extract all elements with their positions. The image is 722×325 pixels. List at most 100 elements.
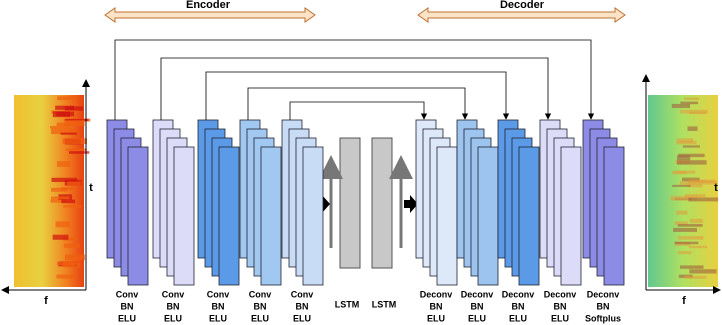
texture (63, 262, 81, 268)
texture (678, 153, 705, 158)
feature-map (560, 146, 582, 286)
feature-map (436, 146, 458, 286)
texture (51, 177, 78, 182)
encoder-span (104, 7, 316, 23)
texture (56, 111, 75, 117)
feature-map (302, 146, 324, 286)
decoder-label: Decoder (500, 0, 545, 11)
feature-map (173, 146, 195, 286)
texture (677, 223, 703, 227)
texture (51, 128, 77, 135)
texture (67, 181, 81, 186)
texture (60, 132, 77, 135)
texture (676, 210, 688, 215)
texture (684, 194, 706, 198)
skip-connection (205, 71, 510, 120)
layer-stack (197, 119, 240, 286)
layer-label: Conv (249, 289, 272, 299)
skip-connection (247, 87, 469, 120)
texture (63, 237, 77, 241)
texture (670, 195, 698, 201)
texture (56, 122, 71, 126)
layer-label: Deconv (544, 289, 577, 299)
texture (677, 138, 694, 143)
layer-stack (456, 119, 499, 286)
layer-label: ELU (118, 313, 136, 323)
layer-label: Deconv (587, 289, 620, 299)
layer-label: Conv (207, 289, 230, 299)
texture (51, 187, 67, 192)
texture (677, 160, 707, 165)
skip-connection (114, 39, 595, 120)
texture (684, 275, 707, 279)
layer-label: BN (597, 301, 610, 311)
layer-label: Deconv (461, 289, 494, 299)
texture (680, 109, 708, 114)
lstm-label: LSTM (335, 299, 360, 309)
texture (676, 140, 697, 145)
texture (688, 197, 719, 202)
texture (68, 151, 90, 154)
layer-label: BN (167, 301, 180, 311)
texture (64, 120, 85, 127)
texture (689, 269, 717, 274)
texture (61, 187, 75, 191)
texture (63, 205, 83, 208)
texture (684, 97, 700, 100)
texture (62, 138, 87, 145)
layer-label: BN (212, 301, 225, 311)
layer-label: BN (121, 301, 134, 311)
texture (65, 254, 86, 261)
layer-label: ELU (164, 313, 182, 323)
layer-label: ELU (251, 313, 269, 323)
texture (682, 177, 700, 182)
output-spectrogram (648, 95, 718, 287)
texture (57, 96, 78, 101)
output-t-label: t (714, 182, 718, 194)
texture (64, 118, 89, 122)
lstm-block (371, 137, 393, 269)
layer-stack (106, 119, 149, 286)
layer-label: BN (296, 301, 309, 311)
feature-map (127, 146, 149, 286)
texture (677, 236, 704, 240)
layer-label: Deconv (502, 289, 535, 299)
layer-stack (281, 119, 324, 286)
texture (50, 199, 68, 203)
feature-map (477, 146, 499, 286)
input-f-label: f (44, 295, 48, 307)
skip-connection (289, 101, 428, 120)
lstm-label: LSTM (372, 299, 397, 309)
decoder-span (417, 7, 626, 23)
texture (688, 111, 706, 115)
layer-label: Softplus (585, 313, 621, 323)
layer-stack (539, 119, 582, 286)
skip-connection (160, 57, 552, 120)
feature-map (518, 146, 540, 286)
layer-label: BN (512, 301, 525, 311)
input-t-label: t (89, 182, 93, 194)
feature-map (603, 146, 625, 286)
texture (56, 274, 75, 279)
layer-stack (497, 119, 540, 286)
texture (682, 145, 700, 148)
layer-label: BN (254, 301, 267, 311)
layer-stack (582, 119, 625, 286)
texture (687, 183, 703, 188)
encoder-label: Encoder (186, 0, 231, 11)
lstm-block (339, 137, 361, 269)
layer-label: BN (430, 301, 443, 311)
texture (679, 265, 704, 269)
layer-label: ELU (551, 313, 569, 323)
texture (61, 199, 76, 204)
layer-stack (239, 119, 282, 286)
texture (50, 125, 71, 129)
layer-label: ELU (209, 313, 227, 323)
texture (687, 126, 698, 131)
feature-map (218, 146, 240, 286)
texture (57, 161, 71, 167)
layer-label: ELU (468, 313, 486, 323)
texture (55, 221, 71, 228)
